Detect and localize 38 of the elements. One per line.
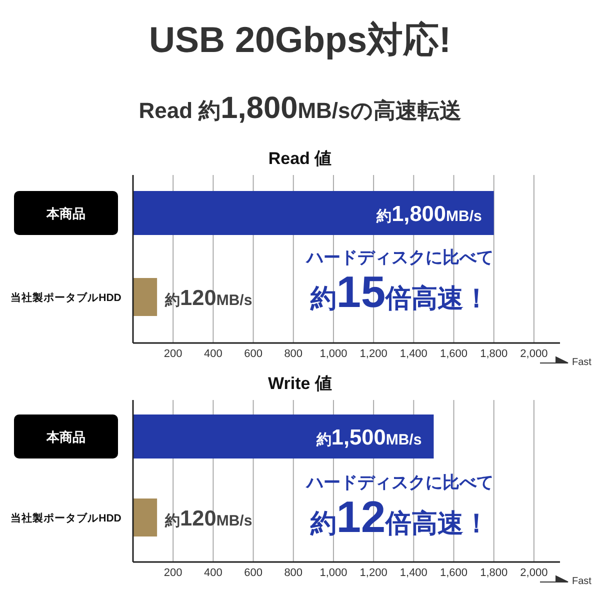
chart-title: Read 値 [268, 149, 332, 168]
annotation: ハードディスクに比べて [304, 248, 494, 267]
text: USB 20Gbps対応! [148, 19, 452, 60]
x-tick-label: 2,000 [520, 348, 548, 360]
x-tick-label: 200 [164, 567, 182, 579]
x-tick-label: 200 [164, 348, 182, 360]
x-tick-label: 800 [284, 567, 303, 579]
x-tick-label: 400 [204, 348, 222, 360]
x-tick-label: 2,000 [520, 567, 548, 579]
x-tick-label: 1,600 [440, 348, 468, 360]
x-tick-label: 1,400 [400, 567, 428, 579]
data-label: 約120MB/s [164, 285, 252, 310]
x-tick-label: 1,000 [320, 567, 348, 579]
x-tick-label: 1,200 [360, 348, 388, 360]
x-tick-label: 400 [204, 567, 222, 579]
x-tick-label: 600 [244, 348, 262, 360]
y-tick-label: 当社製ポータブルHDD [10, 512, 122, 524]
x-tick-label: 1,800 [480, 348, 508, 360]
x-tick-label: 1,000 [320, 348, 348, 360]
data-label: 約1,800MB/s [376, 201, 482, 226]
data-label: 約1,500MB/s [315, 424, 422, 450]
y-tick-label: 当社製ポータブルHDD [10, 291, 122, 304]
text: Fast [572, 357, 592, 368]
data-label: 約120MB/s [164, 506, 252, 530]
text: Read 約1,800MB/sの高速転送 [138, 90, 462, 125]
x-tick-label: 1,800 [480, 567, 508, 579]
annotation: ハードディスクに比べて [304, 473, 494, 492]
y-tick-label: 本商品 [46, 430, 86, 444]
x-tick-label: 1,600 [440, 567, 468, 579]
annotation: 約15倍高速！ [309, 268, 490, 317]
x-tick-label: 600 [244, 567, 262, 579]
annotation: 約12倍高速！ [309, 493, 490, 542]
x-tick-label: 800 [284, 348, 303, 360]
x-tick-label: 1,400 [400, 348, 428, 360]
x-tick-label: 1,200 [360, 567, 388, 579]
chart-title: Write 値 [268, 374, 332, 393]
text: Fast [572, 576, 592, 587]
y-tick-label: 本商品 [46, 206, 86, 221]
